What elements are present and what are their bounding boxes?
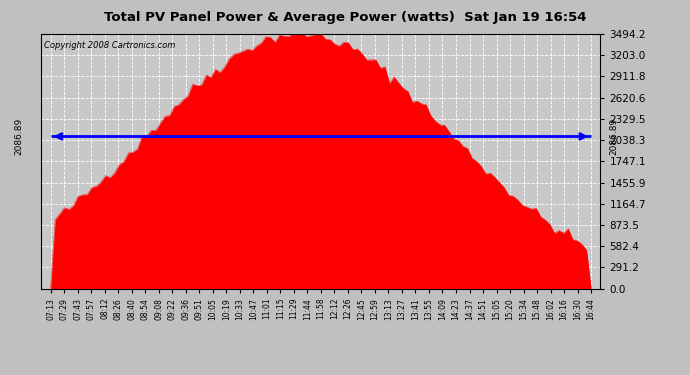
Text: 2086.89: 2086.89 [609, 118, 618, 155]
Text: 2086.89: 2086.89 [14, 118, 23, 155]
Text: Total PV Panel Power & Average Power (watts)  Sat Jan 19 16:54: Total PV Panel Power & Average Power (wa… [104, 11, 586, 24]
Text: Copyright 2008 Cartronics.com: Copyright 2008 Cartronics.com [44, 41, 175, 50]
